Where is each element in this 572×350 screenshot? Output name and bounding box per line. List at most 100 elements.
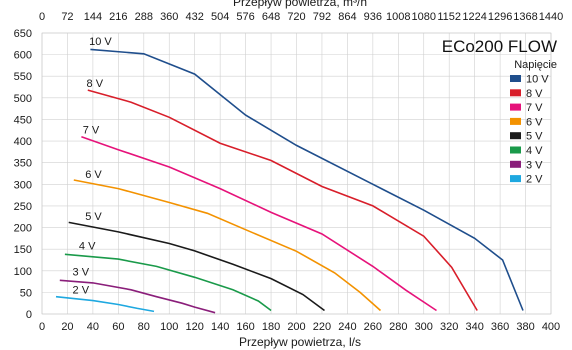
x-tick-label: 220 xyxy=(313,321,331,333)
legend-swatch xyxy=(510,160,521,168)
legend-swatch xyxy=(510,175,521,183)
legend-item-label: 3 V xyxy=(526,159,543,171)
series-line-5v xyxy=(68,221,325,312)
series-label: 8 V xyxy=(87,78,104,90)
x-axis-label: Przepływ powietrza, l/s xyxy=(239,335,361,349)
series-line-10v xyxy=(90,48,524,311)
x-tick-label: 160 xyxy=(236,321,254,333)
y-tick-label: 0 xyxy=(26,309,32,321)
x2-tick-label: 864 xyxy=(338,11,356,23)
legend-swatch xyxy=(510,103,521,111)
x2-axis-label: Przepływ powietrza, m³/h xyxy=(233,0,367,9)
series-label: 6 V xyxy=(85,169,102,181)
y-tick-label: 600 xyxy=(14,50,32,62)
x2-tick-label: 1440 xyxy=(539,11,563,23)
x2-tick-label: 432 xyxy=(186,11,204,23)
series-label: 2 V xyxy=(73,285,90,297)
x-axis-ticks: 0 20 40 60 80 100 120 140 160 180 200 220 240 260 280 3… xyxy=(39,321,560,333)
x-tick-label: 340 xyxy=(465,321,483,333)
y-tick-label: 300 xyxy=(14,179,32,191)
x-tick-label: 380 xyxy=(516,321,534,333)
x-tick-label: 120 xyxy=(186,321,204,333)
x2-tick-label: 792 xyxy=(313,11,331,23)
x2-tick-label: 0 xyxy=(39,11,45,23)
series-label: 10 V xyxy=(89,36,112,48)
x-tick-label: 260 xyxy=(364,321,382,333)
x2-tick-label: 648 xyxy=(262,11,280,23)
series-label: 5 V xyxy=(85,211,102,223)
y-tick-label: 350 xyxy=(14,158,32,170)
x2-tick-label: 1224 xyxy=(462,11,486,23)
plot-frame xyxy=(41,32,552,315)
legend: Napięcie 10 V 8 V 7 V 6 V 5 V 4 V 3 V 2 V xyxy=(510,59,557,186)
x-tick-label: 400 xyxy=(542,321,560,333)
x2-tick-label: 144 xyxy=(84,11,102,23)
series xyxy=(55,48,524,314)
legend-item-label: 2 V xyxy=(526,174,543,186)
y-tick-label: 650 xyxy=(14,28,32,40)
y-tick-label: 500 xyxy=(14,93,32,105)
y-tick-label: 450 xyxy=(14,114,32,126)
x-tick-label: 20 xyxy=(61,321,73,333)
x-tick-label: 300 xyxy=(415,321,433,333)
x2-tick-label: 504 xyxy=(211,11,229,23)
legend-item-label: 5 V xyxy=(526,131,543,143)
x2-tick-label: 1296 xyxy=(488,11,512,23)
x-tick-label: 180 xyxy=(262,321,280,333)
x2-axis-ticks: 0 72 144 216 288 360 432 504 576 648 720 792 864 936 1… xyxy=(39,11,563,23)
x-tick-label: 40 xyxy=(87,321,99,333)
series-line-7v xyxy=(81,136,437,312)
y-tick-label: 200 xyxy=(14,223,32,235)
series-labels: 10 V 8 V 7 V 6 V 5 V 4 V 3 V 2 V xyxy=(73,36,113,297)
legend-item-label: 6 V xyxy=(526,116,543,128)
legend-swatch xyxy=(510,89,521,97)
x-tick-label: 320 xyxy=(440,321,458,333)
series-line-6v xyxy=(73,179,382,312)
legend-swatch xyxy=(510,75,521,82)
x2-tick-label: 576 xyxy=(236,11,254,23)
chart-title: ECo200 FLOW xyxy=(442,37,557,56)
x-tick-label: 140 xyxy=(211,321,229,333)
legend-item-label: 7 V xyxy=(526,102,543,114)
x-tick-label: 200 xyxy=(287,321,305,333)
legend-title: Napięcie xyxy=(514,59,557,71)
x-tick-label: 60 xyxy=(112,321,124,333)
x-tick-label: 360 xyxy=(491,321,509,333)
x2-tick-label: 1152 xyxy=(437,11,461,23)
x2-tick-label: 288 xyxy=(135,11,153,23)
series-label: 7 V xyxy=(83,124,100,136)
x2-tick-label: 720 xyxy=(287,11,305,23)
legend-item-label: 8 V xyxy=(526,88,543,100)
x-tick-label: 280 xyxy=(389,321,407,333)
x2-tick-label: 1008 xyxy=(386,11,410,23)
series-label: 4 V xyxy=(79,241,96,253)
x2-tick-label: 216 xyxy=(109,11,127,23)
legend-item-label: 10 V xyxy=(526,74,549,86)
x2-tick-label: 1080 xyxy=(412,11,436,23)
y-tick-label: 50 xyxy=(20,287,32,299)
series-label: 3 V xyxy=(73,267,90,279)
x2-tick-label: 360 xyxy=(160,11,178,23)
y-axis-ticks: 0 50 100 150 200 250 300 350 400 450 500 550 600 650 xyxy=(14,28,32,321)
series-line-8v xyxy=(87,89,478,311)
legend-swatch xyxy=(510,117,521,125)
series-line-4v xyxy=(64,253,272,312)
legend-swatch xyxy=(510,146,521,154)
y-tick-label: 100 xyxy=(14,266,32,278)
y-tick-label: 550 xyxy=(14,71,32,83)
series-line-3v xyxy=(59,279,216,314)
x2-tick-label: 1368 xyxy=(513,11,537,23)
x-tick-label: 80 xyxy=(138,321,150,333)
legend-swatch xyxy=(510,132,521,140)
x2-tick-label: 936 xyxy=(364,11,382,23)
y-tick-label: 150 xyxy=(14,244,32,256)
x2-tick-label: 72 xyxy=(61,11,73,23)
x-tick-label: 0 xyxy=(39,321,45,333)
x-tick-label: 240 xyxy=(338,321,356,333)
y-tick-label: 400 xyxy=(14,136,32,148)
x-tick-label: 100 xyxy=(160,321,178,333)
series-line-2v xyxy=(55,295,155,313)
legend-item-label: 4 V xyxy=(526,145,543,157)
y-tick-label: 250 xyxy=(14,201,32,213)
